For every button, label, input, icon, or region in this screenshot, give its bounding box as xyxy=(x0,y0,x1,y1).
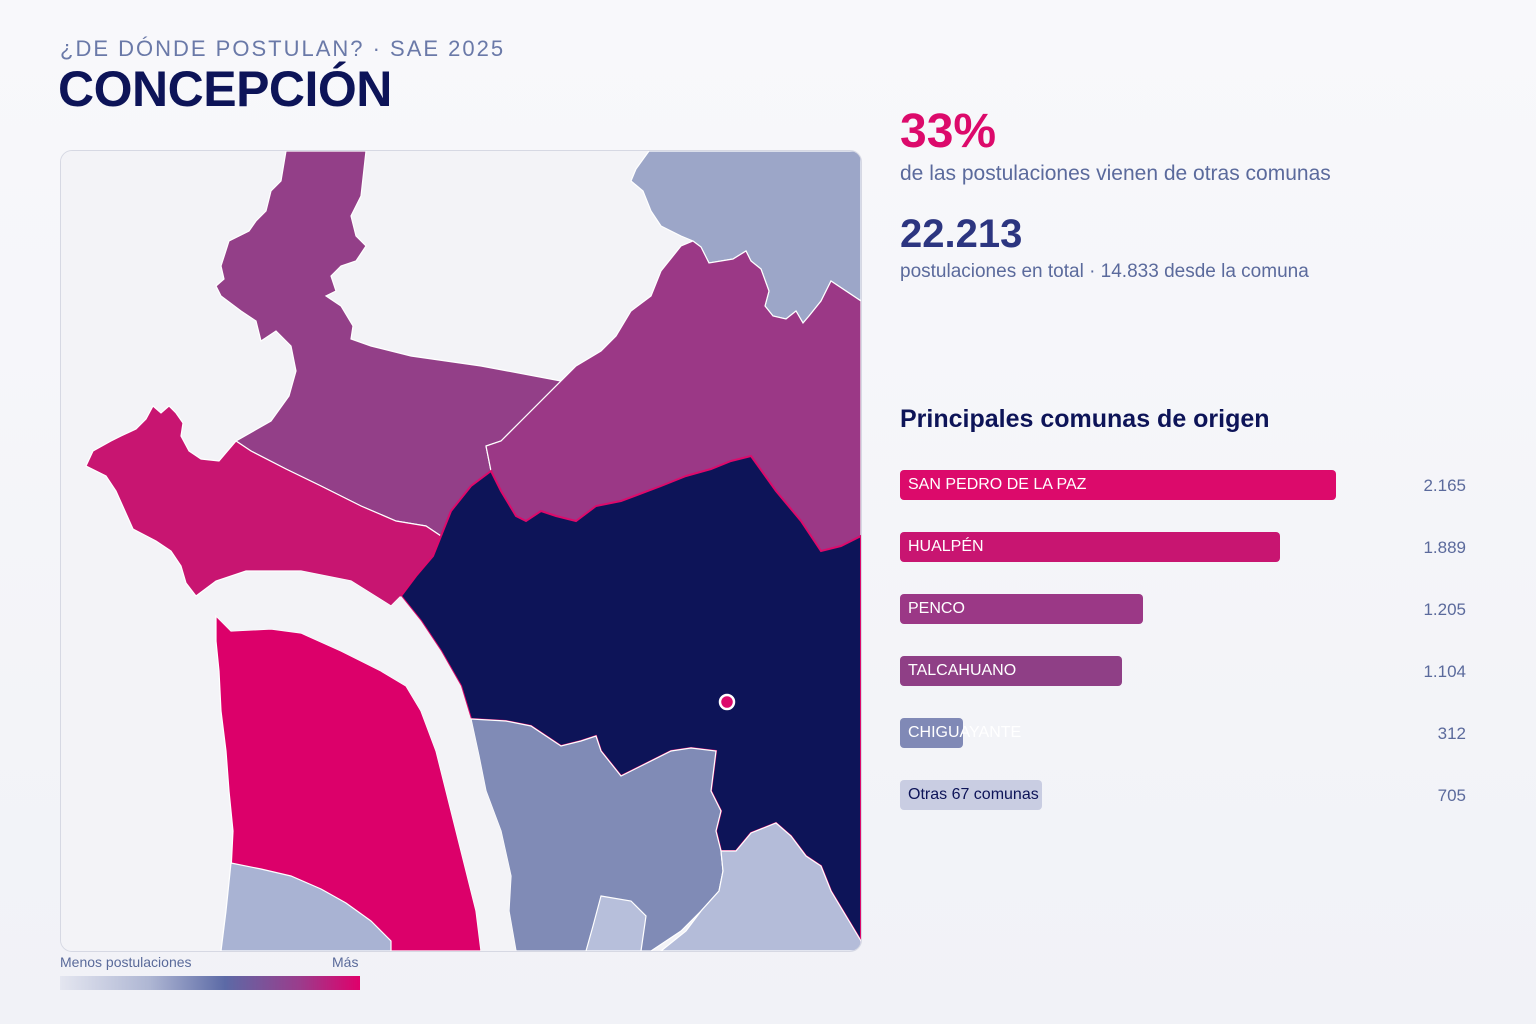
total-applications-label: postulaciones en total · 14.833 desde la… xyxy=(900,261,1309,282)
legend-high-label: Más xyxy=(332,954,359,970)
bar-row: SAN PEDRO DE LA PAZ 2.165 xyxy=(900,470,1466,500)
total-applications: 22.213 xyxy=(900,212,1023,256)
bar-value: 1.205 xyxy=(1423,600,1466,619)
bar-value: 1.889 xyxy=(1423,538,1466,557)
bar-row: TALCAHUANO 1.104 xyxy=(900,656,1466,686)
bar-row: Otras 67 comunas 705 xyxy=(900,780,1466,810)
bar-label: PENCO xyxy=(908,600,965,617)
region-southwest xyxy=(220,862,392,951)
page-title: CONCEPCIÓN xyxy=(58,61,392,117)
location-marker xyxy=(718,693,736,711)
map-svg xyxy=(61,151,861,951)
region-hualpen xyxy=(85,405,442,607)
list-title: Principales comunas de origen xyxy=(900,405,1270,433)
eyebrow-subtitle: ¿DE DÓNDE POSTULAN? · SAE 2025 xyxy=(60,36,506,61)
bar-value: 1.104 xyxy=(1423,662,1466,681)
river-biobio xyxy=(216,571,516,951)
legend-low-label: Menos postulaciones xyxy=(60,954,192,970)
bar-label: CHIGUAYANTE xyxy=(908,724,1022,741)
bar xyxy=(900,594,1143,624)
choropleth-map xyxy=(60,150,862,952)
bar xyxy=(900,656,1122,686)
bar-label: HUALPÉN xyxy=(908,538,984,555)
bar-label: Otras 67 comunas xyxy=(908,786,1039,803)
bar-row: HUALPÉN 1.889 xyxy=(900,532,1466,562)
bar-value: 705 xyxy=(1437,786,1466,805)
bar-label: SAN PEDRO DE LA PAZ xyxy=(908,476,1087,493)
region-southeast xyxy=(660,822,861,951)
bar xyxy=(900,780,1042,810)
bar xyxy=(900,532,1280,562)
bar-row: PENCO 1.205 xyxy=(900,594,1466,624)
external-percent: 33% xyxy=(900,105,997,158)
bar-row: CHIGUAYANTE 312 xyxy=(900,718,1466,748)
bar-value: 312 xyxy=(1437,724,1466,743)
legend-gradient xyxy=(60,976,360,990)
region-south-small xyxy=(585,895,647,951)
bar-value: 2.165 xyxy=(1423,476,1466,495)
bar xyxy=(900,718,963,748)
external-percent-label: de las postulaciones vienen de otras com… xyxy=(900,162,1331,185)
bar xyxy=(900,470,1336,500)
bar-label: TALCAHUANO xyxy=(908,662,1017,679)
